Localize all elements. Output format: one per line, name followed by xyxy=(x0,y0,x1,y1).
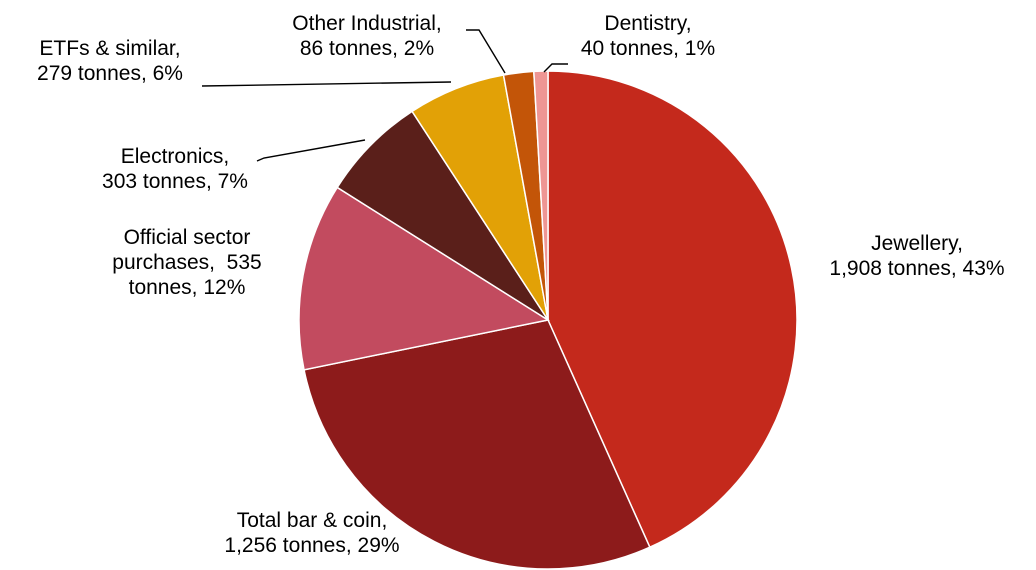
leader-line-electronics xyxy=(256,139,366,162)
data-label-line: 86 tonnes, 2% xyxy=(300,37,434,60)
data-label-dentistry: Dentistry, 40 tonnes, 1% xyxy=(581,12,715,60)
data-label-line: 1,256 tonnes, 29% xyxy=(224,534,399,557)
pie-slices xyxy=(298,70,798,570)
data-label-line: 279 tonnes, 6% xyxy=(37,62,183,85)
data-label-line: Electronics, xyxy=(121,145,230,168)
data-label-electronics: Electronics, 303 tonnes, 7% xyxy=(102,145,248,193)
data-label-line: Total bar & coin, xyxy=(237,509,388,532)
pie-slice-official-sector-purchases xyxy=(298,186,550,371)
pie-slice-electronics xyxy=(336,110,549,321)
data-label-line: Jewellery, xyxy=(871,232,963,255)
pie-slice-dentistry xyxy=(533,70,549,321)
data-label-line: Official sector xyxy=(124,226,251,249)
leader-line-dentistry xyxy=(543,63,568,73)
data-label-other-industrial: Other Industrial, 86 tonnes, 2% xyxy=(292,12,441,60)
pie-slice-total-bar-and-coin xyxy=(303,319,651,570)
data-label-line: purchases, 535 xyxy=(112,251,261,274)
data-labels: Jewellery, 1,908 tonnes, 43% Total bar & c… xyxy=(37,12,1005,557)
pie-slice-jewellery xyxy=(547,70,798,549)
leader-line-other-industrial xyxy=(466,29,506,74)
data-label-line: 303 tonnes, 7% xyxy=(102,170,248,193)
leader-line-etfs-and-similar xyxy=(201,81,452,87)
data-label-official-sector-purchases: Official sector purchases, 535 tonnes, 12% xyxy=(112,226,261,299)
data-label-line: tonnes, 12% xyxy=(129,276,246,299)
data-label-line: ETFs & similar, xyxy=(39,37,180,60)
data-label-line: Dentistry, xyxy=(604,12,691,35)
data-label-line: 40 tonnes, 1% xyxy=(581,37,715,60)
data-label-total-bar-and-coin: Total bar & coin, 1,256 tonnes, 29% xyxy=(224,509,399,557)
data-label-etfs-and-similar: ETFs & similar, 279 tonnes, 6% xyxy=(37,37,183,85)
data-label-line: Other Industrial, xyxy=(292,12,441,35)
data-label-jewellery: Jewellery, 1,908 tonnes, 43% xyxy=(829,232,1004,280)
data-label-line: 1,908 tonnes, 43% xyxy=(829,257,1004,280)
leader-lines xyxy=(201,29,568,162)
